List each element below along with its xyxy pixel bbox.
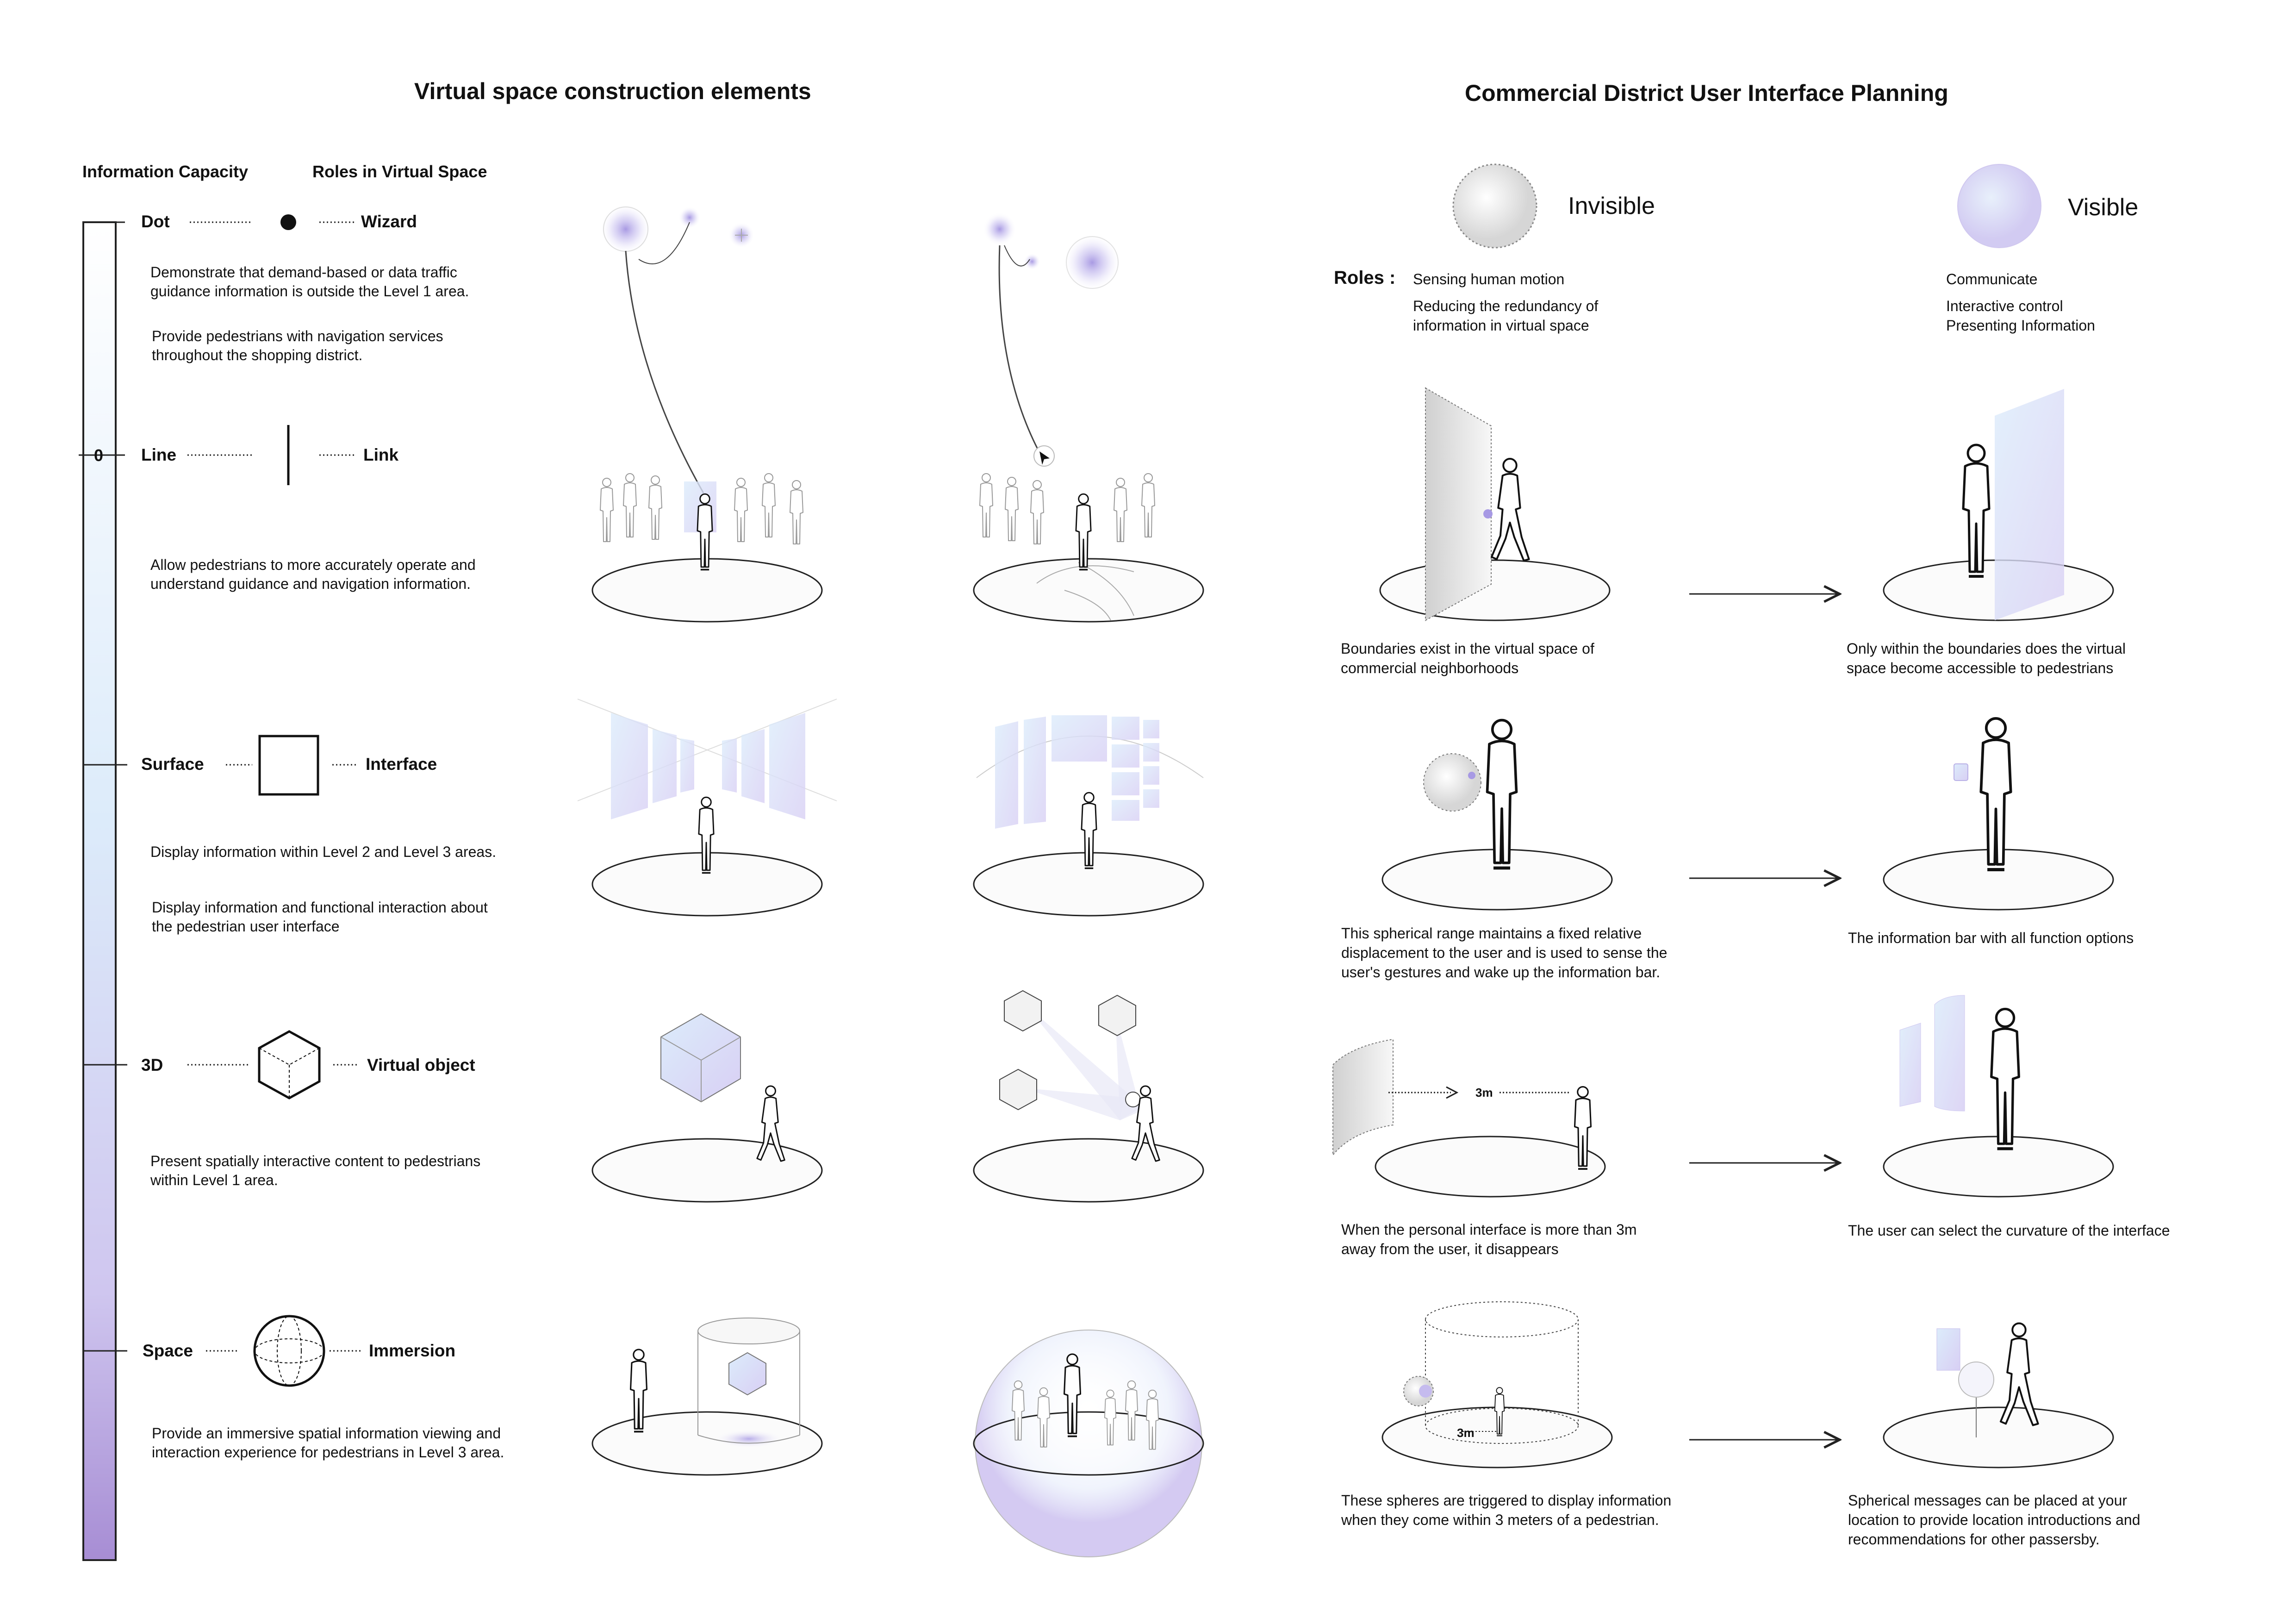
ui-caption-right: The user can select the curvature of the… [1848, 1222, 2170, 1239]
left-title: Virtual space construction elements [414, 78, 811, 104]
element-role-immersion: Immersion [369, 1341, 456, 1360]
roles-label-text: Roles [1334, 268, 1384, 288]
invisible-roles: Sensing human motion [1413, 271, 1565, 287]
illustration-wizard-a [599, 204, 804, 570]
illustration-interface-a [577, 699, 837, 873]
sphere-icon [253, 1315, 325, 1387]
element-description: Display information within Level 2 and L… [150, 843, 497, 860]
capacity-header: Information Capacity [82, 162, 249, 181]
ui-sphere-invisible [1403, 1301, 1579, 1444]
illustration-immersion-b [973, 1330, 1204, 1557]
cube-icon [258, 1030, 321, 1099]
ui-boundary-visible [1963, 389, 2064, 620]
ui-caption-right: Only within the boundaries does the virt… [1847, 640, 2126, 676]
ui-boundary-invisible [1425, 387, 1529, 621]
distance-label-3m: 3m [1475, 1086, 1493, 1099]
square-icon [258, 735, 319, 796]
roles-colon: : [1384, 268, 1396, 288]
ui-distance-visible [1899, 995, 2019, 1149]
element-label-line: Line [141, 445, 177, 464]
illustration-object-b [999, 990, 1160, 1162]
ui-caption-left: This spherical range maintains a fixed r… [1341, 925, 1668, 981]
element-description: Display information and functional inter… [152, 899, 488, 935]
element-label-dot: Dot [141, 212, 170, 231]
element-label-surface: Surface [141, 755, 204, 774]
roles-label: Roles : [1334, 268, 1395, 288]
ui-gesture-invisible [1423, 720, 1517, 868]
scale-zero-label: 0 [94, 446, 104, 465]
illustration-object-a [660, 1013, 785, 1162]
illustration-platforms [591, 558, 1204, 1476]
ui-caption-right: Spherical messages can be placed at your… [1848, 1492, 2140, 1548]
visible-roles-extra: Interactive control Presenting Informati… [1946, 298, 2095, 334]
element-connectors [187, 221, 361, 1352]
ui-sphere-visible [1936, 1324, 2038, 1437]
distance-label-3m-cylinder: 3m [1457, 1426, 1475, 1440]
element-description: Provide an immersive spatial information… [152, 1425, 504, 1461]
ui-caption-left: When the personal interface is more than… [1341, 1221, 1637, 1257]
ui-caption-left: Boundaries exist in the virtual space of… [1341, 640, 1594, 676]
visible-sphere-icon [1957, 164, 2041, 248]
element-role-virtual-object: Virtual object [367, 1056, 475, 1074]
element-description: Present spatially interactive content to… [150, 1153, 481, 1188]
element-description: Demonstrate that demand-based or data tr… [150, 264, 469, 300]
ui-platforms [1375, 559, 2114, 1468]
element-label-3d: 3D [141, 1056, 163, 1074]
ui-distance-invisible [1332, 1038, 1592, 1170]
element-label-space: Space [143, 1341, 193, 1360]
illustration-wizard-b [979, 212, 1156, 621]
invisible-sphere-icon [1452, 163, 1537, 249]
illustration-interface-b [976, 715, 1204, 868]
element-role-wizard: Wizard [361, 212, 417, 231]
dot-icon [280, 214, 296, 230]
element-description: Allow pedestrians to more accurately ope… [150, 556, 476, 592]
visible-roles: Communicate [1946, 271, 2038, 287]
right-title: Commercial District User Interface Plann… [1465, 80, 1948, 106]
ui-gesture-visible [1954, 718, 2011, 870]
invisible-label: Invisible [1568, 193, 1655, 219]
illustration-immersion-a [631, 1318, 800, 1448]
capacity-scale-bar [79, 221, 127, 1561]
ui-caption-left: These spheres are triggered to display i… [1341, 1492, 1672, 1528]
roles-header: Roles in Virtual Space [312, 162, 487, 181]
element-role-interface: Interface [366, 755, 437, 774]
element-role-link: Link [363, 445, 399, 464]
element-description: Provide pedestrians with navigation serv… [152, 328, 443, 363]
ui-caption-right: The information bar with all function op… [1848, 930, 2134, 946]
transition-arrows [1689, 594, 1840, 1440]
visible-label: Visible [2068, 194, 2139, 221]
invisible-roles-extra: Reducing the redundancy of information i… [1413, 298, 1599, 334]
